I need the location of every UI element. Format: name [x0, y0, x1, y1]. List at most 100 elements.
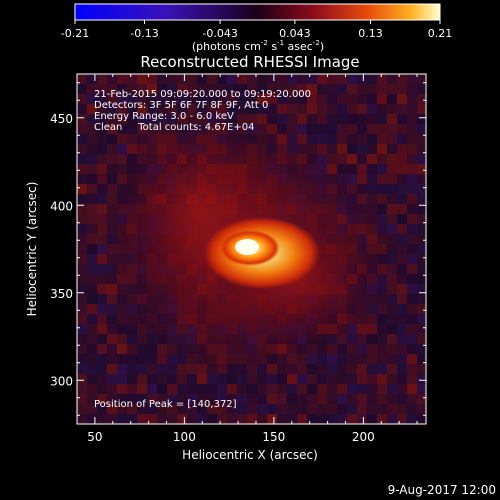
noise-cell — [77, 234, 87, 244]
noise-cell — [357, 104, 367, 114]
noise-cell — [267, 74, 277, 84]
noise-cell — [77, 334, 87, 344]
noise-cell — [117, 374, 127, 384]
noise-cell — [167, 414, 177, 424]
rhessi-image — [77, 74, 426, 424]
noise-cell — [407, 334, 417, 344]
noise-cell — [87, 344, 97, 354]
noise-cell — [317, 394, 327, 404]
noise-cell — [237, 394, 247, 404]
noise-cell — [97, 184, 107, 194]
noise-cell — [367, 104, 377, 114]
colorbar-tick-label: 0.043 — [279, 27, 311, 40]
noise-cell — [367, 354, 377, 364]
noise-cell — [167, 84, 177, 94]
noise-cell — [97, 204, 107, 214]
noise-cell — [337, 414, 347, 424]
noise-cell — [397, 124, 407, 134]
noise-cell — [227, 394, 237, 404]
noise-cell — [417, 414, 426, 424]
noise-cell — [377, 344, 387, 354]
noise-cell — [277, 374, 287, 384]
noise-cell — [247, 94, 257, 104]
noise-cell — [157, 74, 167, 84]
noise-cell — [107, 94, 117, 104]
colorbar-units: (photons cm-2 s-1 asec-2) — [192, 39, 324, 53]
noise-cell — [87, 404, 97, 414]
noise-cell — [87, 234, 97, 244]
noise-cell — [327, 134, 337, 144]
noise-cell — [417, 74, 426, 84]
noise-cell — [297, 74, 307, 84]
noise-cell — [77, 84, 87, 94]
noise-cell — [77, 204, 87, 214]
noise-cell — [267, 104, 277, 114]
noise-cell — [167, 364, 177, 374]
noise-cell — [387, 354, 397, 364]
noise-cell — [407, 394, 417, 404]
noise-cell — [417, 134, 426, 144]
noise-cell — [217, 404, 227, 414]
noise-cell — [397, 144, 407, 154]
noise-cell — [377, 84, 387, 94]
noise-cell — [247, 394, 257, 404]
x-axis-label: Heliocentric X (arcsec) — [182, 448, 318, 462]
noise-cell — [107, 74, 117, 84]
noise-cell — [137, 374, 147, 384]
noise-cell — [397, 274, 407, 284]
noise-cell — [387, 214, 397, 224]
noise-cell — [417, 254, 426, 264]
noise-cell — [347, 134, 357, 144]
noise-cell — [147, 404, 157, 414]
noise-cell — [417, 264, 426, 274]
noise-cell — [87, 324, 97, 334]
noise-cell — [97, 374, 107, 384]
noise-cell — [127, 344, 137, 354]
noise-cell — [77, 414, 87, 424]
noise-cell — [97, 314, 107, 324]
noise-cell — [77, 174, 87, 184]
noise-cell — [357, 134, 367, 144]
noise-cell — [347, 364, 357, 374]
noise-cell — [127, 354, 137, 364]
colorbar-gradient — [74, 3, 441, 21]
noise-cell — [307, 394, 317, 404]
noise-cell — [227, 94, 237, 104]
noise-cell — [377, 304, 387, 314]
noise-cell — [147, 374, 157, 384]
noise-cell — [407, 324, 417, 334]
noise-cell — [417, 124, 426, 134]
noise-cell — [357, 154, 367, 164]
noise-cell — [87, 384, 97, 394]
noise-cell — [387, 284, 397, 294]
noise-cell — [177, 404, 187, 414]
noise-cell — [377, 334, 387, 344]
noise-cell — [107, 154, 117, 164]
noise-cell — [377, 74, 387, 84]
noise-cell — [357, 374, 367, 384]
noise-cell — [197, 404, 207, 414]
info-detectors: Detectors: 3F 5F 6F 7F 8F 9F, Att 0 — [94, 100, 268, 111]
noise-cell — [97, 394, 107, 404]
noise-cell — [167, 384, 177, 394]
noise-cell — [97, 354, 107, 364]
noise-cell — [77, 194, 87, 204]
noise-cell — [177, 84, 187, 94]
noise-cell — [137, 94, 147, 104]
noise-cell — [417, 194, 426, 204]
noise-cell — [277, 404, 287, 414]
noise-cell — [97, 194, 107, 204]
noise-cell — [397, 74, 407, 84]
noise-cell — [397, 384, 407, 394]
noise-cell — [397, 214, 407, 224]
noise-cell — [397, 84, 407, 94]
noise-cell — [337, 84, 347, 94]
noise-cell — [347, 124, 357, 134]
noise-cell — [97, 364, 107, 374]
noise-cell — [367, 74, 377, 84]
noise-cell — [237, 404, 247, 414]
noise-cell — [107, 164, 117, 174]
noise-cell — [87, 244, 97, 254]
noise-cell — [387, 154, 397, 164]
